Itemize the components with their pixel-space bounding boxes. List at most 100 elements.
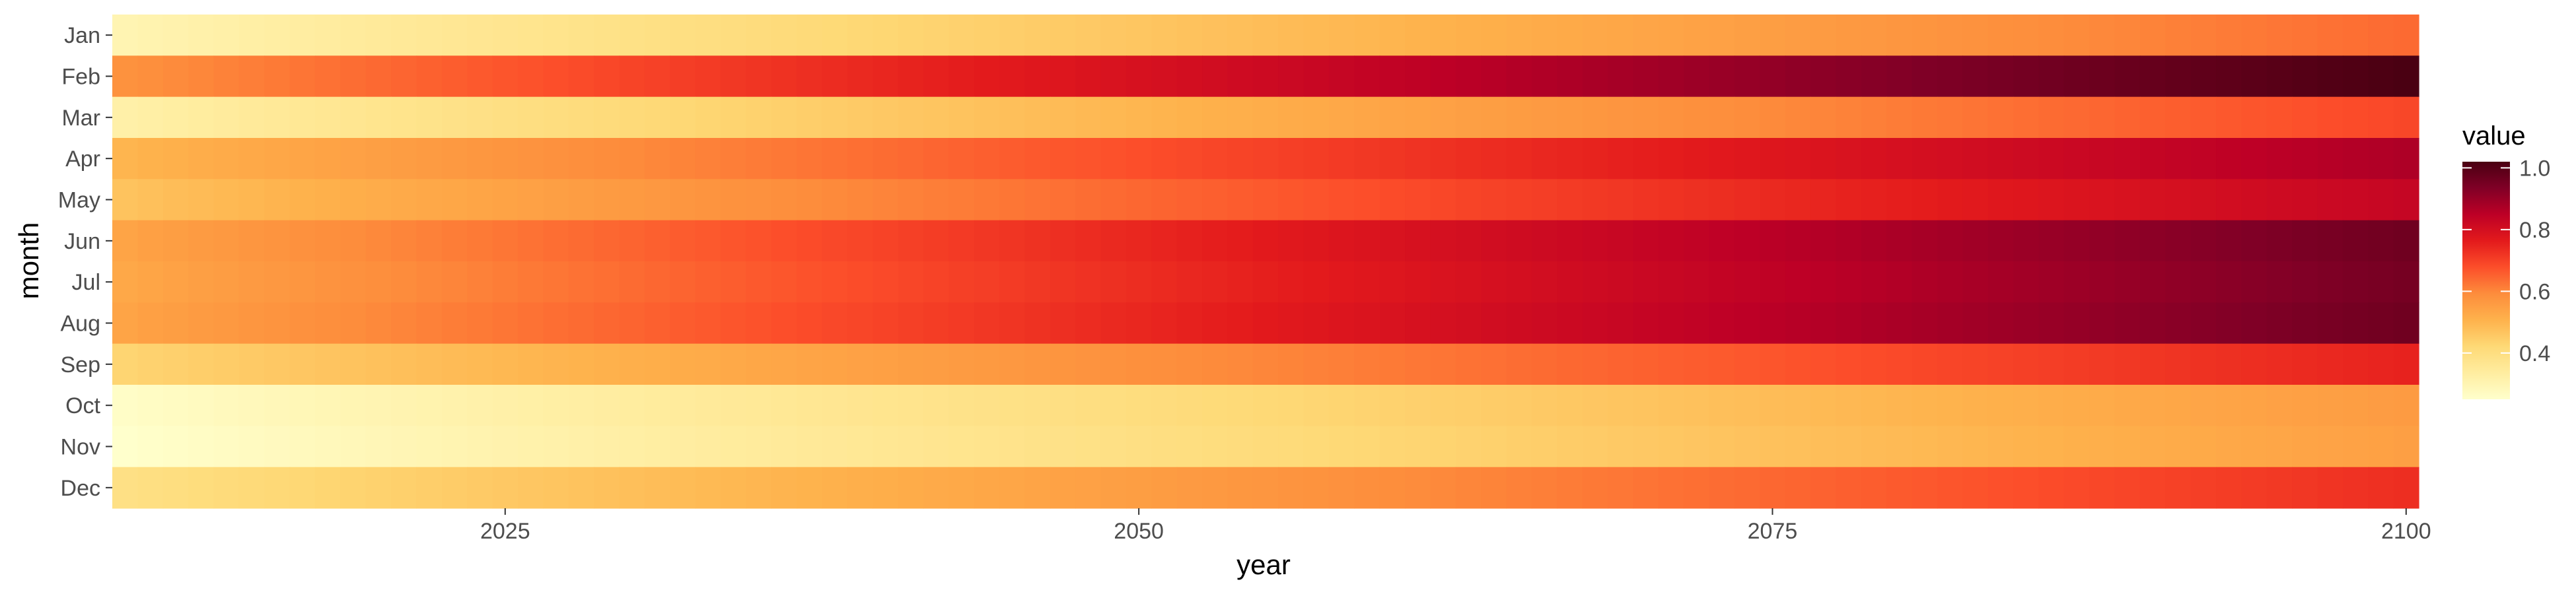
heatmap-cell: [1075, 96, 1102, 139]
heatmap-cell: [2165, 96, 2192, 139]
heatmap-cell: [2139, 179, 2166, 221]
heatmap-cell: [1582, 15, 1608, 56]
heatmap-cell: [1176, 15, 1203, 56]
heatmap-cell: [1126, 343, 1152, 385]
heatmap-cell: [644, 302, 670, 345]
heatmap-cell: [771, 343, 797, 385]
heatmap-cell: [1760, 385, 1786, 426]
heatmap-cell: [264, 302, 291, 345]
heatmap-cell: [1962, 261, 1989, 303]
heatmap-cell: [1506, 138, 1532, 180]
heatmap-cell: [391, 467, 417, 509]
heatmap-cell: [1328, 467, 1355, 509]
heatmap-cell: [1912, 343, 1938, 385]
heatmap-cell: [112, 15, 138, 56]
heatmap-cell: [2013, 426, 2039, 468]
heatmap-cell: [543, 220, 569, 262]
heatmap-cell: [2013, 302, 2039, 345]
heatmap-cell: [1886, 96, 1913, 139]
heatmap-cell: [365, 138, 392, 180]
heatmap-cell: [847, 96, 873, 139]
heatmap-cell: [2139, 343, 2166, 385]
heatmap-cell: [1608, 426, 1634, 468]
heatmap-cell: [1937, 179, 1963, 221]
heatmap-cell: [314, 426, 341, 468]
heatmap-cell: [2114, 385, 2141, 426]
heatmap-cell: [517, 220, 544, 262]
heatmap-cell: [1734, 302, 1760, 345]
heatmap-cell: [2317, 15, 2343, 56]
heatmap-cell: [112, 138, 138, 180]
heatmap-cell: [492, 138, 519, 180]
heatmap-cell: [1050, 426, 1076, 468]
heatmap-cell: [1861, 343, 1887, 385]
heatmap-cell: [847, 55, 873, 98]
heatmap-cell: [670, 179, 696, 221]
heatmap-cell: [314, 55, 341, 98]
heatmap-cell: [2089, 220, 2116, 262]
heatmap-cell: [517, 179, 544, 221]
heatmap-cell: [1227, 220, 1254, 262]
heatmap-cell: [289, 15, 316, 56]
heatmap-cell: [1405, 15, 1431, 56]
heatmap-cell: [1836, 179, 1862, 221]
heatmap-cell: [543, 15, 569, 56]
heatmap-cell: [1202, 179, 1229, 221]
legend-tick-label: 0.8: [2519, 218, 2550, 243]
heatmap-cell: [492, 302, 519, 345]
heatmap-cell: [746, 15, 772, 56]
heatmap-cell: [948, 55, 975, 98]
heatmap-cell: [289, 96, 316, 139]
heatmap-cell: [1886, 467, 1913, 509]
heatmap-cell: [771, 302, 797, 345]
heatmap-cell: [1176, 55, 1203, 98]
heatmap-cell: [1455, 96, 1482, 139]
y-tick-label: Oct: [65, 393, 100, 418]
heatmap-cell: [923, 55, 949, 98]
heatmap-cell: [2368, 426, 2394, 468]
legend-tick-label: 1.0: [2519, 156, 2550, 181]
heatmap-cell: [1252, 138, 1279, 180]
heatmap-cell: [2241, 138, 2268, 180]
heatmap-cell: [1405, 96, 1431, 139]
heatmap-cell: [1987, 96, 2014, 139]
heatmap-cell: [264, 96, 291, 139]
heatmap-cell: [1303, 261, 1330, 303]
heatmap-cell: [238, 96, 265, 139]
heatmap-cell: [797, 179, 823, 221]
heatmap-cell: [1227, 467, 1254, 509]
heatmap-cell: [2368, 302, 2394, 345]
y-tick-label: Aug: [61, 312, 101, 337]
heatmap-cell: [2393, 426, 2419, 468]
heatmap-cell: [1379, 343, 1406, 385]
heatmap-cell: [2317, 138, 2343, 180]
heatmap-cell: [264, 343, 291, 385]
heatmap-cell: [188, 220, 215, 262]
heatmap-cell: [1861, 220, 1887, 262]
heatmap-cell: [1455, 467, 1482, 509]
heatmap-cell: [1810, 179, 1836, 221]
heatmap-cell: [1608, 220, 1634, 262]
heatmap-cell: [619, 467, 645, 509]
heatmap-cell: [1861, 96, 1887, 139]
heatmap-cell: [416, 385, 443, 426]
heatmap-cell: [1354, 343, 1380, 385]
heatmap-cell: [162, 15, 189, 56]
heatmap-cell: [1455, 426, 1482, 468]
heatmap-cell: [1405, 426, 1431, 468]
heatmap-cell: [1126, 179, 1152, 221]
heatmap-cell: [1531, 343, 1557, 385]
heatmap-cell: [771, 138, 797, 180]
heatmap-cell: [2013, 343, 2039, 385]
heatmap-cell: [1278, 261, 1305, 303]
heatmap-cell: [1455, 15, 1482, 56]
heatmap-cell: [1202, 261, 1229, 303]
heatmap-cell: [1557, 426, 1583, 468]
heatmap-cell: [1481, 15, 1507, 56]
heatmap-cell: [1684, 261, 1710, 303]
heatmap-cell: [974, 467, 1000, 509]
heatmap-cell: [1785, 55, 1811, 98]
heatmap-cell: [2266, 261, 2293, 303]
heatmap-cell: [1912, 261, 1938, 303]
heatmap-cell: [771, 385, 797, 426]
